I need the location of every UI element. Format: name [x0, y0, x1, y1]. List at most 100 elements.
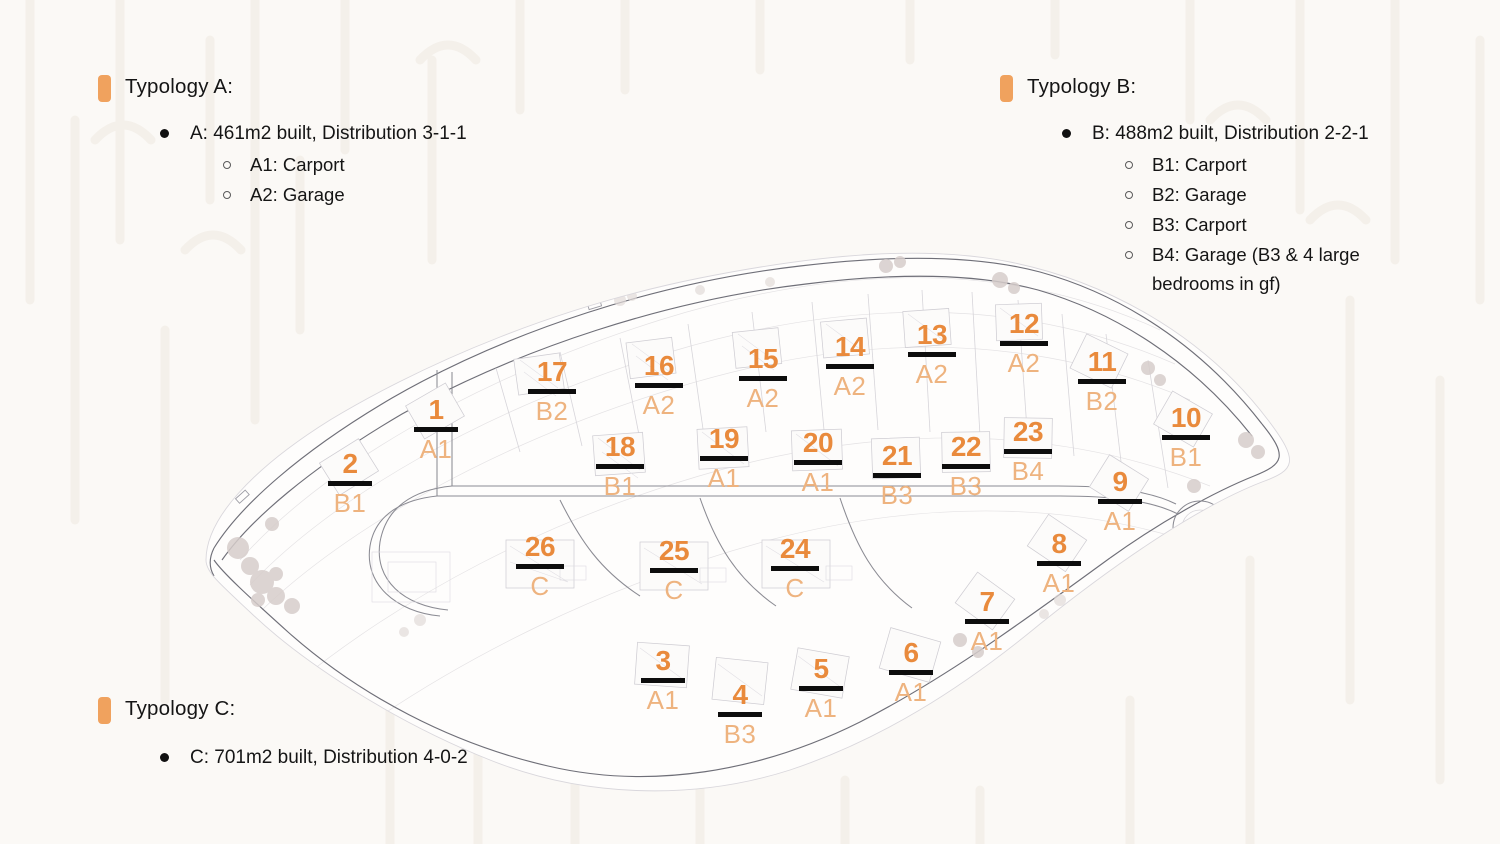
- plot-typology-code: B1: [333, 488, 367, 518]
- list-item: B3: Carport: [1092, 210, 1402, 239]
- plot-number: 2: [342, 448, 358, 479]
- plot-number: 20: [802, 427, 834, 458]
- plot-number: 8: [1051, 528, 1067, 559]
- plot-number: 25: [658, 535, 690, 566]
- legend-typology-b: Typology B: B: 488m2 built, Distribution…: [1000, 73, 1402, 302]
- plot-underline-bar: [516, 564, 564, 569]
- plot-underline-bar: [596, 464, 644, 469]
- plot-typology-code: B3: [723, 719, 757, 749]
- legend-b-sub-0: B1: Carport: [1152, 154, 1247, 175]
- plot-underline-bar: [889, 670, 933, 675]
- plot-typology-code: B3: [949, 471, 983, 501]
- legend-a-sub-1: A2: Garage: [250, 184, 345, 205]
- list-item: A2: Garage: [190, 180, 467, 209]
- plot-number: 17: [536, 356, 568, 387]
- plot-number: 24: [779, 533, 811, 564]
- plot-number: 14: [834, 331, 866, 362]
- plot-typology-code: A2: [746, 383, 780, 413]
- plot-typology-code: C: [664, 575, 684, 605]
- plot-typology-code: A1: [894, 677, 928, 707]
- plot-typology-code: C: [530, 571, 550, 601]
- legend-b-sublist: B1: Carport B2: Garage B3: Carport B4: G…: [1092, 150, 1402, 298]
- plot-underline-bar: [718, 712, 762, 717]
- plot-underline-bar: [650, 568, 698, 573]
- list-item: B1: Carport: [1092, 150, 1402, 179]
- legend-chip-icon: [1000, 75, 1013, 102]
- plot-typology-code: A1: [970, 626, 1004, 656]
- list-item: C: 701m2 built, Distribution 4-0-2: [98, 744, 468, 772]
- plot-underline-bar: [1162, 435, 1210, 440]
- plot-number: 12: [1008, 308, 1040, 339]
- legend-b-header: Typology B:: [1000, 73, 1402, 102]
- plot-number: 23: [1012, 416, 1044, 447]
- plot-underline-bar: [414, 427, 458, 432]
- plot-underline-bar: [700, 456, 748, 461]
- plot-typology-code: A2: [642, 390, 676, 420]
- plot-number: 16: [643, 350, 675, 381]
- plot-typology-code: B1: [603, 471, 637, 501]
- plot-typology-code: B4: [1011, 456, 1045, 486]
- plot-number: 10: [1170, 402, 1202, 433]
- plot-typology-code: B2: [535, 396, 569, 426]
- plot-underline-bar: [794, 460, 842, 465]
- plot-underline-bar: [799, 686, 843, 691]
- legend-c-item-0: C: 701m2 built, Distribution 4-0-2: [190, 747, 468, 768]
- plot-typology-code: B3: [880, 480, 914, 510]
- bullet-hollow-icon: [1125, 191, 1133, 199]
- plot-typology-code: A2: [1007, 348, 1041, 378]
- plot-underline-bar: [635, 383, 683, 388]
- plot-typology-code: C: [785, 573, 805, 603]
- legend-typology-c: Typology C: C: 701m2 built, Distribution…: [98, 695, 468, 776]
- plot-typology-code: A1: [1103, 506, 1137, 536]
- plot-number: 1: [428, 394, 444, 425]
- plot-number: 5: [813, 653, 829, 684]
- plot-underline-bar: [328, 481, 372, 486]
- list-item: B2: Garage: [1092, 180, 1402, 209]
- plot-underline-bar: [1004, 449, 1052, 454]
- plot-typology-code: A1: [646, 685, 680, 715]
- plot-number: 9: [1112, 466, 1128, 497]
- bullet-hollow-icon: [223, 161, 231, 169]
- plot-typology-code: A2: [915, 359, 949, 389]
- plot-underline-bar: [528, 389, 576, 394]
- legend-c-title: Typology C:: [125, 697, 236, 720]
- list-item: B: 488m2 built, Distribution 2-2-1 B1: C…: [1000, 120, 1402, 298]
- legend-typology-a: Typology A: A: 461m2 built, Distribution…: [98, 73, 467, 213]
- bullet-filled-icon: [1062, 129, 1071, 138]
- legend-chip-icon: [98, 75, 111, 102]
- plot-number: 13: [916, 319, 948, 350]
- plot-underline-bar: [739, 376, 787, 381]
- plot-number: 26: [524, 531, 556, 562]
- bullet-hollow-icon: [223, 191, 231, 199]
- list-item: B4: Garage (B3 & 4 large bedrooms in gf): [1092, 240, 1402, 298]
- legend-a-item-0: A: 461m2 built, Distribution 3-1-1: [190, 123, 467, 144]
- legend-c-header: Typology C:: [98, 695, 468, 724]
- legend-a-title: Typology A:: [125, 75, 234, 98]
- plot-typology-code: A1: [707, 463, 741, 493]
- plot-underline-bar: [942, 464, 990, 469]
- list-item: A: 461m2 built, Distribution 3-1-1 A1: C…: [98, 120, 467, 209]
- plot-number: 19: [708, 423, 740, 454]
- plot-underline-bar: [965, 619, 1009, 624]
- plot-typology-code: A1: [801, 467, 835, 497]
- list-item: A1: Carport: [190, 150, 467, 179]
- bullet-filled-icon: [160, 753, 169, 762]
- legend-a-sublist: A1: Carport A2: Garage: [190, 150, 467, 209]
- plot-number: 15: [747, 343, 779, 374]
- legend-b-item-0: B: 488m2 built, Distribution 2-2-1: [1092, 123, 1369, 144]
- plot-underline-bar: [1098, 499, 1142, 504]
- plot-number: 21: [881, 440, 913, 471]
- plot-underline-bar: [826, 364, 874, 369]
- legend-a-sub-0: A1: Carport: [250, 154, 345, 175]
- plot-typology-code: B2: [1085, 386, 1119, 416]
- plot-typology-code: A1: [419, 434, 453, 464]
- plot-underline-bar: [1000, 341, 1048, 346]
- legend-b-sub-3: B4: Garage (B3 & 4 large bedrooms in gf): [1152, 244, 1360, 294]
- plot-number: 11: [1087, 346, 1117, 377]
- plot-underline-bar: [908, 352, 956, 357]
- bullet-hollow-icon: [1125, 161, 1133, 169]
- plot-number: 4: [732, 679, 748, 710]
- plot-number: 18: [604, 431, 636, 462]
- plot-underline-bar: [641, 678, 685, 683]
- plot-number: 7: [979, 586, 995, 617]
